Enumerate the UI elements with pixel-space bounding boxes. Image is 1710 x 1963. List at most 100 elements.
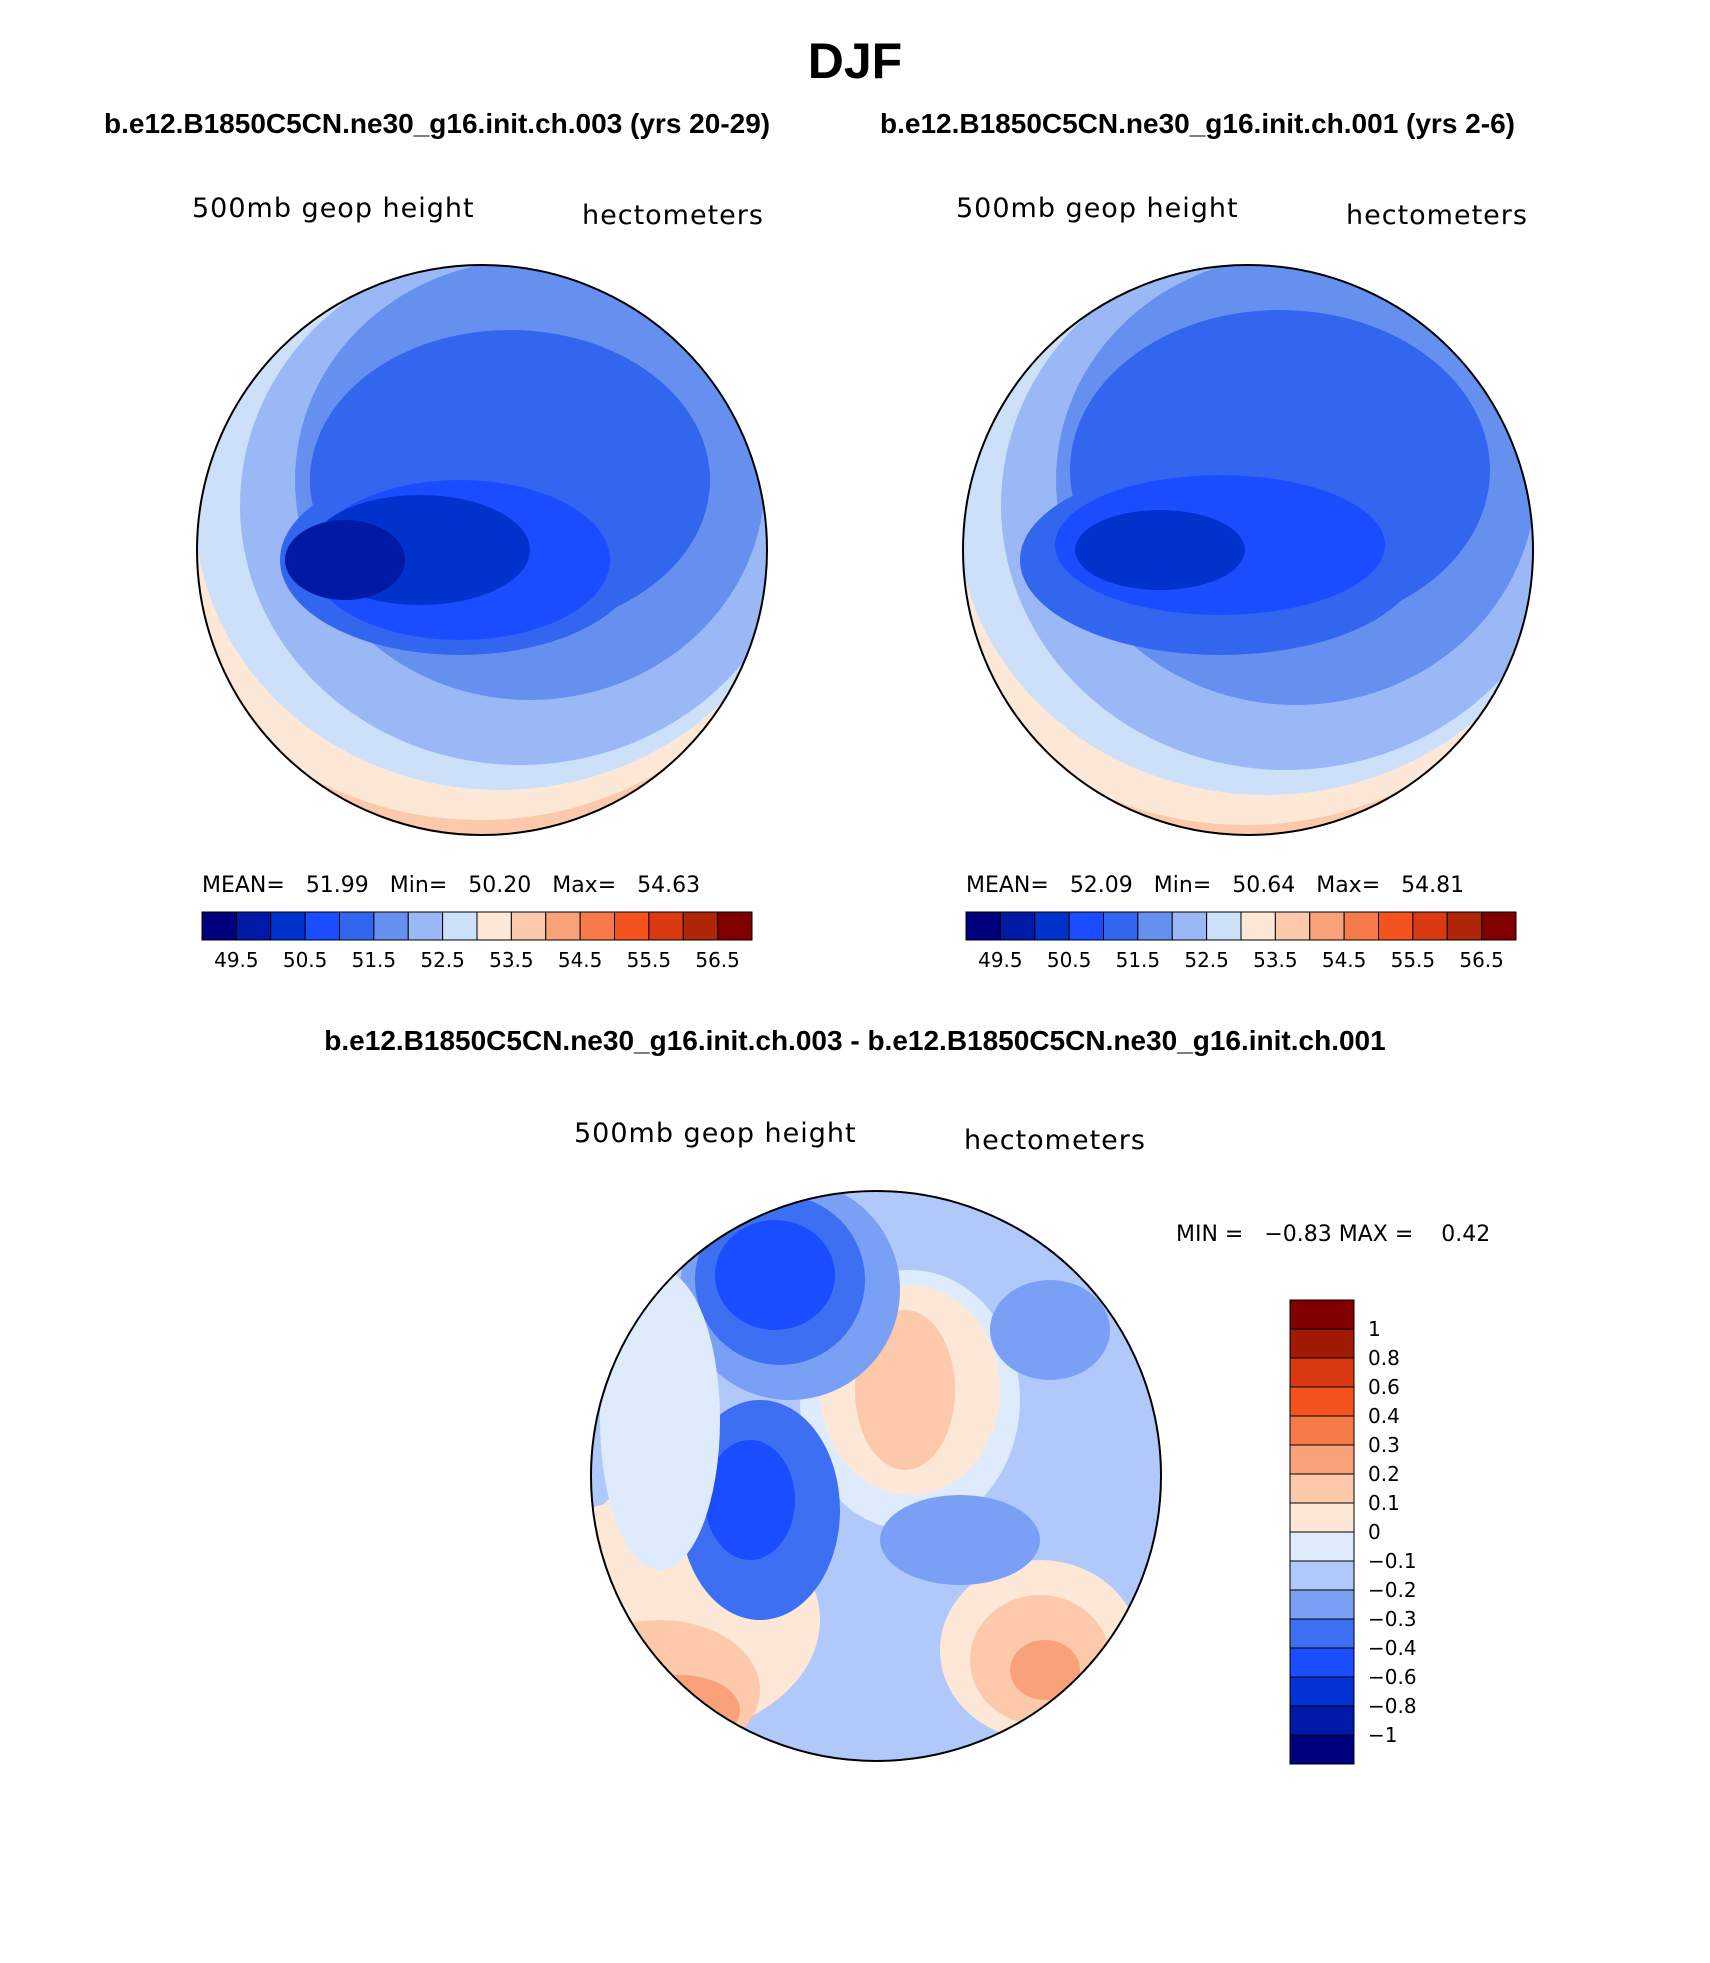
left-colorbar-box xyxy=(476,911,512,941)
left-colorbar-box xyxy=(717,911,753,941)
diff-colorbar-tick-label: −0.8 xyxy=(1368,1694,1417,1718)
difference-colorbar xyxy=(1289,1299,1355,1765)
left-mean-stat: MEAN= 51.99 Min= 50.20 Max= 54.63 xyxy=(202,873,701,898)
diff-colorbar-box xyxy=(1289,1589,1355,1620)
left-colorbar-tick-label: 52.5 xyxy=(420,948,465,972)
right-colorbar-box xyxy=(1309,911,1345,941)
right-panel-units-label: hectometers xyxy=(1346,200,1528,231)
left-colorbar-tick-label: 55.5 xyxy=(626,948,672,972)
left-panel-case-title: b.e12.B1850C5CN.ne30_g16.init.ch.003 (yr… xyxy=(104,108,771,139)
right-colorbar-box xyxy=(1034,911,1070,941)
diff-colorbar-box xyxy=(1289,1473,1355,1504)
right-colorbar-box xyxy=(1412,911,1448,941)
diff-colorbar-box xyxy=(1289,1734,1355,1765)
diff-colorbar-tick-label: 0.8 xyxy=(1368,1346,1400,1370)
diff-colorbar-tick-label: 0.3 xyxy=(1368,1433,1400,1457)
right-colorbar-box xyxy=(1378,911,1414,941)
left-panel-variable-label: 500mb geop height xyxy=(192,193,475,224)
right-colorbar-tick-label: 54.5 xyxy=(1321,948,1367,972)
diff-panel-variable-label: 500mb geop height xyxy=(574,1118,857,1149)
diff-colorbar-box xyxy=(1289,1444,1355,1475)
left-colorbar-box xyxy=(304,911,340,941)
diff-colorbar-box xyxy=(1289,1299,1355,1330)
diff-colorbar-tick-label: 0.1 xyxy=(1368,1491,1400,1515)
right-panel-variable-label: 500mb geop height xyxy=(956,193,1239,224)
right-colorbar-box xyxy=(1171,911,1208,941)
diff-colorbar-tick-label: −0.3 xyxy=(1368,1607,1417,1631)
right-colorbar-tick-label: 50.5 xyxy=(1046,948,1092,972)
left-colorbar-box xyxy=(579,911,615,941)
right-colorbar-box xyxy=(1481,911,1517,941)
diff-colorbar-box xyxy=(1289,1676,1355,1707)
left-map xyxy=(197,265,767,835)
diff-colorbar-tick-label: −0.1 xyxy=(1368,1549,1417,1573)
left-colorbar-tick-label: 56.5 xyxy=(695,948,740,972)
left-colorbar-box xyxy=(201,911,237,941)
right-map xyxy=(963,265,1533,835)
diff-colorbar-box xyxy=(1289,1357,1355,1388)
right-colorbar-box xyxy=(1343,911,1379,941)
diff-colorbar-box xyxy=(1289,1531,1355,1562)
diff-colorbar-tick-label: 0.6 xyxy=(1368,1375,1400,1399)
left-colorbar-box xyxy=(270,911,306,941)
diff-colorbar-tick-label: 1 xyxy=(1368,1317,1381,1341)
left-colorbar-box xyxy=(614,911,650,941)
diff-colorbar-box xyxy=(1289,1618,1355,1649)
diff-colorbar-box xyxy=(1289,1647,1355,1678)
right-colorbar-box xyxy=(999,911,1036,941)
right-colorbar-box xyxy=(1103,911,1139,941)
diff-colorbar-box xyxy=(1289,1502,1355,1533)
left-colorbar xyxy=(201,911,753,941)
figure-title: DJF xyxy=(807,33,903,89)
left-map-border xyxy=(196,264,768,836)
right-colorbar xyxy=(965,911,1517,941)
right-colorbar-tick-label: 52.5 xyxy=(1184,948,1229,972)
right-colorbar-tick-label: 56.5 xyxy=(1459,948,1504,972)
diff-colorbar-tick-label: −0.2 xyxy=(1368,1578,1417,1602)
difference-map-border xyxy=(590,1190,1162,1762)
right-mean-stat: MEAN= 52.09 Min= 50.64 Max= 54.81 xyxy=(966,873,1465,898)
right-colorbar-tick-label: 55.5 xyxy=(1390,948,1436,972)
right-colorbar-box xyxy=(965,911,1001,941)
left-colorbar-box xyxy=(545,911,581,941)
diff-colorbar-box xyxy=(1289,1386,1355,1417)
diff-minmax-stat: MIN = −0.83 MAX = 0.42 xyxy=(1176,1222,1491,1247)
left-colorbar-tick-label: 49.5 xyxy=(214,948,259,972)
diff-colorbar-tick-label: −0.6 xyxy=(1368,1665,1417,1689)
right-colorbar-box xyxy=(1274,911,1311,941)
right-colorbar-box xyxy=(1137,911,1173,941)
left-colorbar-box xyxy=(235,911,272,941)
diff-colorbar-box xyxy=(1289,1328,1355,1359)
diff-colorbar-box xyxy=(1289,1560,1355,1591)
left-colorbar-box xyxy=(373,911,409,941)
left-colorbar-box xyxy=(648,911,684,941)
right-colorbar-tick-label: 51.5 xyxy=(1115,948,1161,972)
right-map-border xyxy=(962,264,1534,836)
left-colorbar-box xyxy=(442,911,478,941)
left-colorbar-box xyxy=(510,911,547,941)
left-colorbar-tick-label: 51.5 xyxy=(351,948,397,972)
left-panel-units-label: hectometers xyxy=(582,200,764,231)
left-colorbar-box xyxy=(339,911,375,941)
difference-title: b.e12.B1850C5CN.ne30_g16.init.ch.003 - b… xyxy=(324,1025,1386,1056)
difference-map xyxy=(591,1191,1161,1761)
right-colorbar-tick-label: 53.5 xyxy=(1253,948,1298,972)
right-colorbar-box xyxy=(1240,911,1276,941)
diff-colorbar-tick-label: −0.4 xyxy=(1368,1636,1417,1660)
diff-colorbar-tick-label: 0 xyxy=(1368,1520,1381,1544)
diff-colorbar-tick-label: −1 xyxy=(1368,1723,1398,1747)
diff-colorbar-tick-label: 0.2 xyxy=(1368,1462,1400,1486)
left-colorbar-box xyxy=(407,911,444,941)
right-colorbar-tick-label: 49.5 xyxy=(978,948,1023,972)
left-colorbar-tick-label: 50.5 xyxy=(282,948,328,972)
diff-colorbar-box xyxy=(1289,1415,1355,1446)
right-panel-case-title: b.e12.B1850C5CN.ne30_g16.init.ch.001 (yr… xyxy=(880,108,1515,139)
left-colorbar-tick-label: 54.5 xyxy=(557,948,603,972)
right-colorbar-box xyxy=(1068,911,1104,941)
diff-colorbar-tick-label: 0.4 xyxy=(1368,1404,1400,1428)
left-colorbar-tick-label: 53.5 xyxy=(489,948,534,972)
diff-colorbar-box xyxy=(1289,1705,1355,1736)
diff-panel-units-label: hectometers xyxy=(964,1125,1146,1156)
right-colorbar-box xyxy=(1206,911,1242,941)
